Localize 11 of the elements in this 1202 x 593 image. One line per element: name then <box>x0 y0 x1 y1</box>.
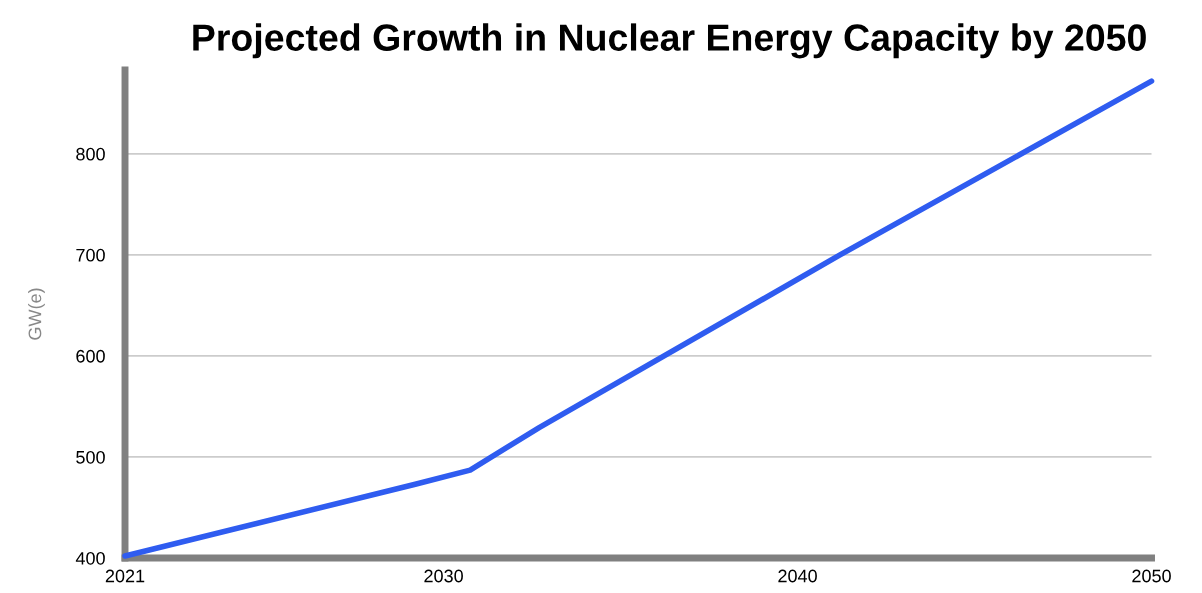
x-tick-label: 2040 <box>778 569 817 583</box>
y-axis-title: GW(e) <box>28 288 45 340</box>
y-tick-label: 500 <box>76 450 105 464</box>
chart-title: Projected Growth in Nuclear Energy Capacity by 2050 <box>193 23 1146 59</box>
y-tick-label: 800 <box>76 147 105 161</box>
x-tick-label: 2030 <box>424 569 463 583</box>
x-tick-label: 2021 <box>105 569 145 583</box>
y-tick-label: 700 <box>76 248 105 262</box>
y-tick-label: 600 <box>76 349 105 363</box>
y-tick-label: 400 <box>75 551 105 565</box>
x-tick-label: 2050 <box>1132 569 1171 583</box>
